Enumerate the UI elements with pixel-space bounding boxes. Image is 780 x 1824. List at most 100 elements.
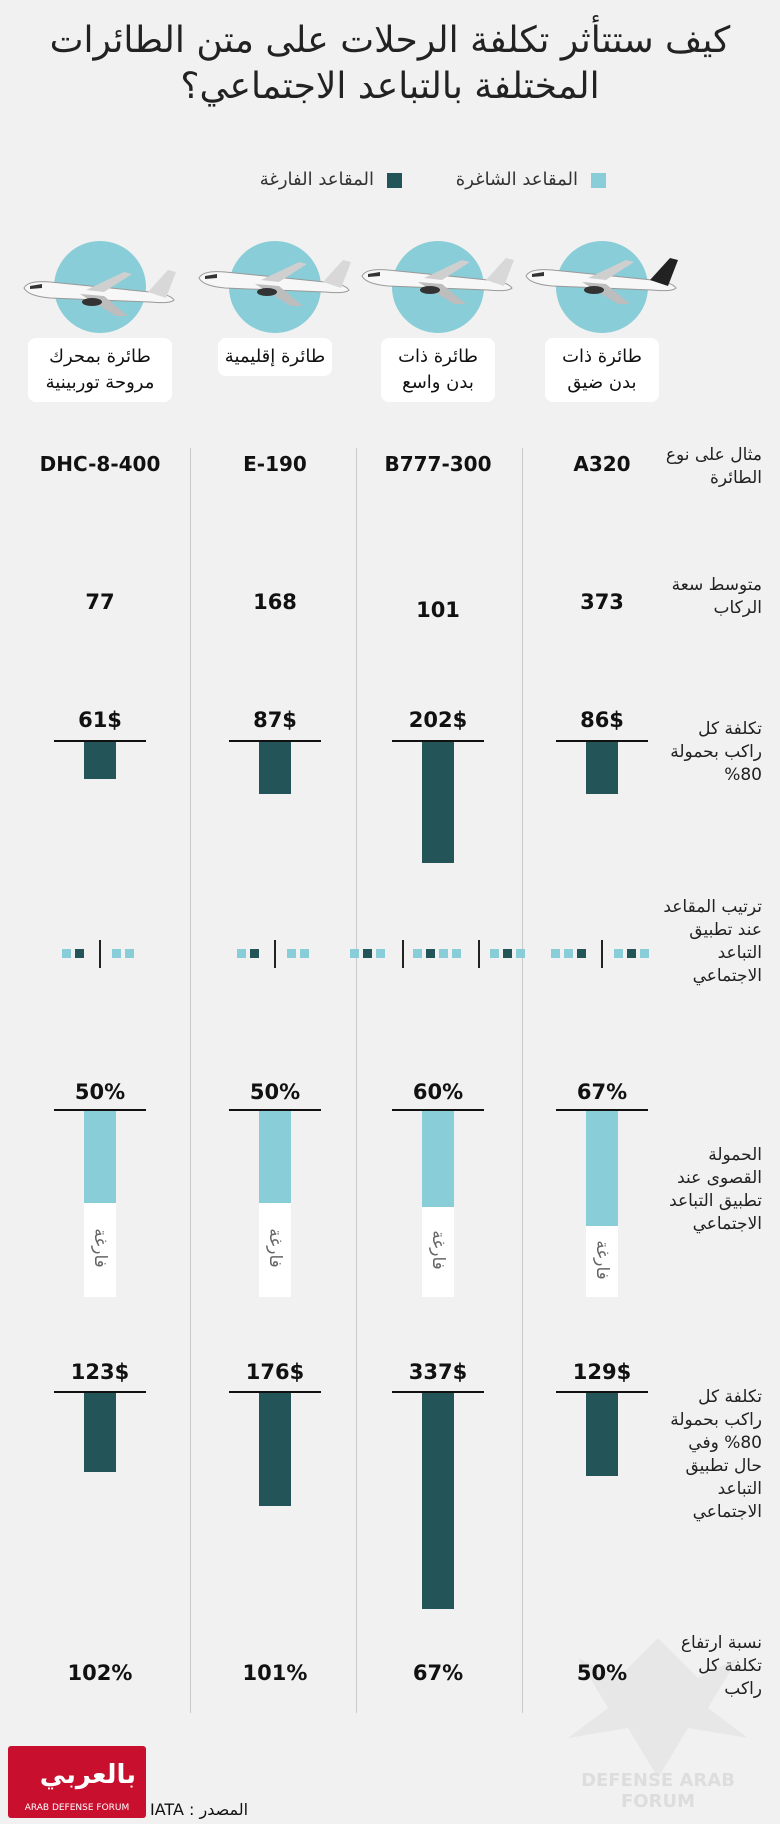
cost-sd-label: 176$ xyxy=(245,1360,305,1384)
watermark-text: DEFENSE ARAB FORUM xyxy=(581,1770,735,1812)
airplane-icon xyxy=(525,258,678,304)
cost80-label: 87$ xyxy=(253,708,297,732)
maxload-label: 50% xyxy=(74,1080,126,1104)
cost80-bar xyxy=(259,742,291,795)
maxload-baseline xyxy=(556,1109,648,1111)
increase-value: 101% xyxy=(242,1661,308,1685)
cost80-bar xyxy=(422,742,454,864)
capacity-value: 168 xyxy=(253,590,297,614)
maxload-occupied-bar xyxy=(259,1111,291,1203)
logo-subtitle: ARAB DEFENSE FORUM xyxy=(24,1803,130,1813)
cost-sd-bar xyxy=(259,1393,291,1506)
chart-title: كيف ستتأثر تكلفة الرحلات على متن الطائرا… xyxy=(20,18,760,110)
watermark: DEFENSE ARAB FORUM xyxy=(548,1618,768,1818)
aircraft-type-line-1: طائرة ذات xyxy=(398,346,478,367)
cost-sd-bar xyxy=(84,1393,116,1472)
maxload-label: 67% xyxy=(576,1080,628,1104)
maxload-baseline xyxy=(54,1109,146,1111)
cost-sd-bar xyxy=(422,1393,454,1609)
seat-occupied xyxy=(376,949,385,958)
cost-sd-label: 129$ xyxy=(572,1360,632,1384)
cost80-baseline xyxy=(392,740,484,742)
cost80-label: 202$ xyxy=(408,708,468,732)
aircraft-type-label: طائرة إقليمية xyxy=(218,338,332,376)
seat-empty xyxy=(426,949,435,958)
seat-occupied xyxy=(640,949,649,958)
maxload-baseline xyxy=(392,1109,484,1111)
aisle-divider xyxy=(402,940,404,968)
cost80-label: 86$ xyxy=(580,708,624,732)
seat-occupied xyxy=(439,949,448,958)
cost-sd-label: 123$ xyxy=(70,1360,130,1384)
increase-value: 50% xyxy=(576,1661,628,1685)
aircraft-type-label: طائرة بمحرك مروحة توربينية xyxy=(28,338,172,402)
brand-logo: بالعربي ARAB DEFENSE FORUM xyxy=(8,1746,146,1818)
maxload-empty-label: فارغة xyxy=(592,1239,612,1280)
legend-label-empty: المقاعد الفارغة xyxy=(259,169,374,190)
airplane-icon xyxy=(23,270,176,316)
aircraft-type-line-2: بدن واسع xyxy=(402,372,474,393)
aircraft-type-label: طائرة ذات بدن ضيق xyxy=(545,338,659,402)
cost-sd-bar xyxy=(586,1393,618,1476)
row-label-cost80: تكلفة كل راكب بحمولة 80% xyxy=(670,719,762,785)
maxload-occupied-bar xyxy=(84,1111,116,1203)
cost80-baseline xyxy=(229,740,321,742)
aisle-divider xyxy=(601,940,603,968)
cost80-label: 61$ xyxy=(78,708,122,732)
maxload-empty-bar xyxy=(586,1226,618,1297)
seat-occupied xyxy=(413,949,422,958)
legend-swatch-occupied xyxy=(591,173,606,188)
seat-empty xyxy=(503,949,512,958)
aircraft-type-label: طائرة ذات بدن واسع xyxy=(381,338,495,402)
aircraft-type-line-1: طائرة ذات xyxy=(562,346,642,367)
cost-sd-baseline xyxy=(54,1391,146,1393)
aircraft-type-line-1: طائرة بمحرك xyxy=(49,346,151,367)
seat-occupied xyxy=(490,949,499,958)
aisle-divider xyxy=(99,940,101,968)
aircraft-model: B777-300 xyxy=(384,452,492,476)
increase-value: 102% xyxy=(67,1661,133,1685)
legend-label-occupied: المقاعد الشاغرة xyxy=(455,169,578,190)
aisle-divider xyxy=(478,940,480,968)
title-line-1: كيف ستتأثر تكلفة الرحلات على متن الطائرا… xyxy=(49,20,731,61)
aircraft-model: A320 xyxy=(573,452,631,476)
column-divider-3 xyxy=(522,448,523,1713)
watermark-emblem xyxy=(568,1638,748,1778)
capacity-value: 373 xyxy=(580,590,624,614)
row-label-capacity: متوسط سعة الركاب xyxy=(671,575,762,618)
maxload-label: 60% xyxy=(412,1080,464,1104)
row-label-maxload: الحمولة القصوى عند تطبيق التباعد الاجتما… xyxy=(669,1145,762,1234)
maxload-empty-label: فارغة xyxy=(428,1230,448,1270)
legend: المقاعد الشاغرة المقاعد الفارغة xyxy=(0,166,780,196)
legend-swatch-empty xyxy=(387,173,402,188)
row-label-seating: ترتيب المقاعد عند تطبيق التباعد الاجتماع… xyxy=(663,897,762,986)
maxload-baseline xyxy=(229,1109,321,1111)
seat-occupied xyxy=(287,949,296,958)
cost80-baseline xyxy=(54,740,146,742)
airplane-icon xyxy=(198,260,351,306)
aircraft-type-line-2: بدن ضيق xyxy=(567,372,637,393)
seat-occupied xyxy=(614,949,623,958)
maxload-empty-bar xyxy=(259,1203,291,1297)
maxload-empty-bar xyxy=(84,1203,116,1297)
maxload-occupied-bar xyxy=(422,1111,454,1207)
seat-occupied xyxy=(300,949,309,958)
seat-empty xyxy=(627,949,636,958)
column-divider-2 xyxy=(356,448,357,1713)
seat-occupied xyxy=(551,949,560,958)
seat-occupied xyxy=(125,949,134,958)
cost-sd-baseline xyxy=(392,1391,484,1393)
cost80-baseline xyxy=(556,740,648,742)
seat-empty xyxy=(250,949,259,958)
aircraft-model: DHC-8-400 xyxy=(39,452,161,476)
cost80-bar xyxy=(586,742,618,794)
row-label-model: مثال على نوع الطائرة xyxy=(665,445,762,488)
aisle-divider xyxy=(274,940,276,968)
airplane-icon xyxy=(361,258,514,304)
aircraft-type-line-2: مروحة توربينية xyxy=(45,372,155,393)
seat-occupied xyxy=(564,949,573,958)
maxload-occupied-bar xyxy=(586,1111,618,1226)
seat-occupied xyxy=(452,949,461,958)
maxload-empty-label: فارغة xyxy=(90,1228,110,1268)
logo-name: بالعربي xyxy=(39,1760,136,1790)
